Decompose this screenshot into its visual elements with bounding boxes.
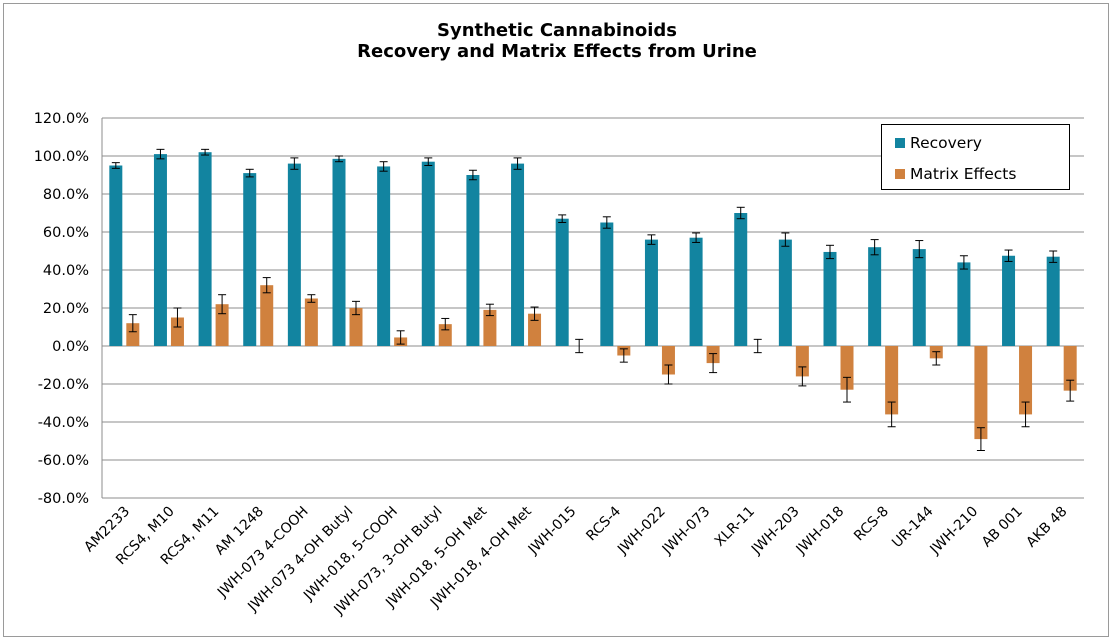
- chart-title: Synthetic Cannabinoids Recovery and Matr…: [0, 20, 1114, 62]
- bar-recovery: [511, 163, 525, 346]
- bar-matrix-effects: [885, 346, 899, 415]
- bar-recovery: [1002, 255, 1016, 346]
- y-tick-label: 0.0%: [52, 339, 89, 355]
- y-tick-label: 60.0%: [43, 225, 89, 241]
- x-category-label: RCS-8: [851, 504, 892, 545]
- bar-recovery: [198, 152, 212, 346]
- bar-recovery: [868, 247, 882, 346]
- x-category-label: RCS-4: [583, 503, 624, 544]
- bar-recovery: [555, 218, 569, 346]
- y-tick-label: 100.0%: [34, 149, 89, 165]
- bar-recovery: [466, 175, 480, 346]
- legend-swatch-recovery: [895, 138, 905, 148]
- legend-item-recovery: Recovery: [895, 132, 982, 154]
- y-tick-label: 120.0%: [34, 111, 89, 127]
- x-category-label: JWH-018: [793, 504, 848, 559]
- bar-matrix-effects: [1019, 346, 1033, 415]
- bar-matrix-effects: [349, 308, 363, 346]
- y-tick-label: -40.0%: [38, 415, 89, 431]
- y-tick-label: 40.0%: [43, 263, 89, 279]
- x-category-label: JWH-022: [614, 504, 669, 559]
- x-category-label: AKB 48: [1023, 504, 1070, 551]
- x-category-label: JWH-073: [659, 504, 714, 559]
- legend-swatch-matrix-effects: [895, 169, 905, 179]
- chart-title-line2: Recovery and Matrix Effects from Urine: [357, 41, 757, 62]
- legend-item-matrix-effects: Matrix Effects: [895, 163, 1016, 185]
- bar-matrix-effects: [215, 304, 229, 346]
- bar-matrix-effects: [260, 285, 274, 346]
- bar-matrix-effects: [974, 346, 988, 440]
- y-tick-label: -60.0%: [38, 453, 89, 469]
- x-category-label: JWH-015: [525, 504, 580, 559]
- bar-matrix-effects: [528, 313, 542, 346]
- chart-legend: Recovery Matrix Effects: [881, 124, 1070, 190]
- bar-recovery: [912, 249, 926, 346]
- bar-matrix-effects: [795, 346, 809, 377]
- bar-recovery: [243, 173, 257, 346]
- legend-label-matrix-effects: Matrix Effects: [910, 165, 1017, 183]
- bar-recovery: [689, 237, 703, 346]
- y-tick-label: 20.0%: [43, 301, 89, 317]
- bar-recovery: [644, 239, 658, 346]
- y-tick-label: -80.0%: [38, 491, 89, 507]
- bar-recovery: [287, 163, 301, 346]
- bar-recovery: [823, 251, 837, 346]
- bar-recovery: [957, 262, 971, 346]
- bar-recovery: [377, 166, 391, 346]
- x-category-label: AB 001: [979, 504, 1026, 551]
- bar-matrix-effects: [126, 323, 140, 346]
- bar-matrix-effects: [840, 346, 854, 390]
- bar-matrix-effects: [483, 309, 497, 346]
- bar-matrix-effects: [1063, 346, 1077, 391]
- bar-recovery: [421, 161, 435, 346]
- y-tick-label: -20.0%: [38, 377, 89, 393]
- bar-recovery: [1046, 256, 1060, 346]
- x-category-label: JWH-203: [748, 504, 803, 559]
- bar-matrix-effects: [304, 298, 318, 346]
- bar-recovery: [109, 165, 123, 346]
- x-category-label: JWH-210: [927, 504, 982, 559]
- y-tick-label: 80.0%: [43, 187, 89, 203]
- bar-recovery: [734, 213, 748, 346]
- chart-title-line1: Synthetic Cannabinoids: [437, 20, 677, 41]
- bar-recovery: [332, 158, 346, 346]
- bar-matrix-effects: [170, 317, 184, 346]
- bar-matrix-effects: [661, 346, 675, 375]
- bar-recovery: [153, 154, 167, 346]
- legend-label-recovery: Recovery: [910, 134, 982, 152]
- bar-recovery: [778, 239, 792, 346]
- bar-recovery: [600, 222, 614, 346]
